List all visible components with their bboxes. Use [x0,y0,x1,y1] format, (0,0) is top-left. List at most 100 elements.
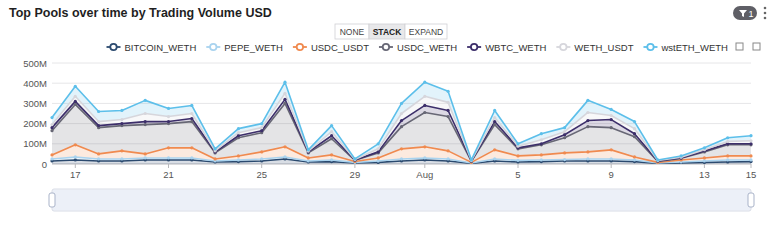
series-point [540,132,543,135]
legend-item[interactable]: USDC_USDT [293,42,369,53]
series-point [50,116,53,119]
series-point [400,112,403,115]
legend-item[interactable]: WBTC_WETH [467,42,546,53]
series-point [167,115,170,118]
series-point [214,147,217,150]
zoom-handle[interactable] [49,193,55,207]
control-label[interactable]: NONE [340,27,365,37]
series-point [74,85,77,88]
series-point [633,135,636,138]
series-point [190,112,193,115]
y-tick-label: 500M [23,58,47,69]
legend-label: WETH_USDT [574,42,633,53]
series-point [633,132,636,135]
series-point [586,119,589,122]
series-point [586,125,589,128]
legend-swatch [210,44,216,50]
series-point [283,92,286,95]
series-point [283,145,286,148]
control-button[interactable] [369,24,405,39]
series-point [470,159,473,162]
series-point [144,112,147,115]
series-point [144,152,147,155]
series-point [260,129,263,132]
series-point [656,159,659,162]
x-tick-label: 5 [515,169,520,180]
series-point [120,122,123,125]
legend-item[interactable]: PEPE_WETH [206,42,283,53]
x-tick-label: 13 [699,169,710,180]
series-point [726,158,729,161]
series-point [610,118,613,121]
zoom-handle[interactable] [748,193,754,207]
series-point [330,124,333,127]
legend-label: wstETH_WETH [660,42,728,53]
series-point [167,146,170,149]
legend-swatch [647,44,653,50]
series-point [610,114,613,117]
x-tick-label: 29 [350,169,361,180]
legend-swatch [471,44,477,50]
legend-item[interactable]: wstETH_WETH [643,42,728,53]
series-point [330,137,333,140]
series-point [400,102,403,105]
legend-item[interactable]: BITCOIN_WETH [107,42,197,53]
x-tick-label: 21 [163,169,174,180]
x-tick-label: Aug [416,169,433,180]
series-point [633,127,636,130]
series-point [237,127,240,130]
control-button[interactable] [405,24,447,39]
series-point [447,115,450,118]
series-point [656,158,659,161]
series-point [167,156,170,159]
legend-label: USDC_WETH [397,42,457,53]
series-point [423,81,426,84]
chart: Top Pools over time by Trading Volume US… [0,0,775,226]
series-point [726,154,729,157]
x-tick [424,164,425,168]
series-point [493,116,496,119]
series-point [74,103,77,106]
series-point [50,126,53,129]
legend-item[interactable]: WETH_USDT [556,42,633,53]
filter-badge[interactable] [733,6,757,20]
series-point [260,126,263,129]
x-tick [518,164,519,168]
series-point [586,157,589,160]
series-point [493,120,496,123]
series-point [97,157,100,160]
series-point [703,156,706,159]
filter-count: 1 [748,9,753,19]
menu-dot [764,7,767,10]
series-point [120,118,123,121]
series-area [52,82,751,160]
areas [52,82,751,164]
legend-item[interactable]: USDC_WETH [379,42,457,53]
series-point [540,142,543,145]
series-point [516,159,519,162]
markers [50,81,752,164]
series-point [97,152,100,155]
legend-swatch [297,44,303,50]
series-point [610,108,613,111]
series-point [610,148,613,151]
control-button[interactable] [335,24,369,39]
series-point [377,156,380,159]
series-point [423,111,426,114]
series-point [74,155,77,158]
x-tick [704,164,705,168]
plot-area [50,81,752,164]
series-point [423,104,426,107]
series-point [307,156,310,159]
series-point [726,136,729,139]
control-label[interactable]: STACK [373,27,403,37]
series-point [703,159,706,162]
x-tick-label: 25 [256,169,267,180]
series-point [330,158,333,161]
series-point [144,120,147,123]
zoom-slider [52,189,751,211]
grid-line [52,83,751,84]
y-tick-label: 400M [23,78,47,89]
control-label[interactable]: EXPAND [409,27,443,37]
series-point [493,123,496,126]
